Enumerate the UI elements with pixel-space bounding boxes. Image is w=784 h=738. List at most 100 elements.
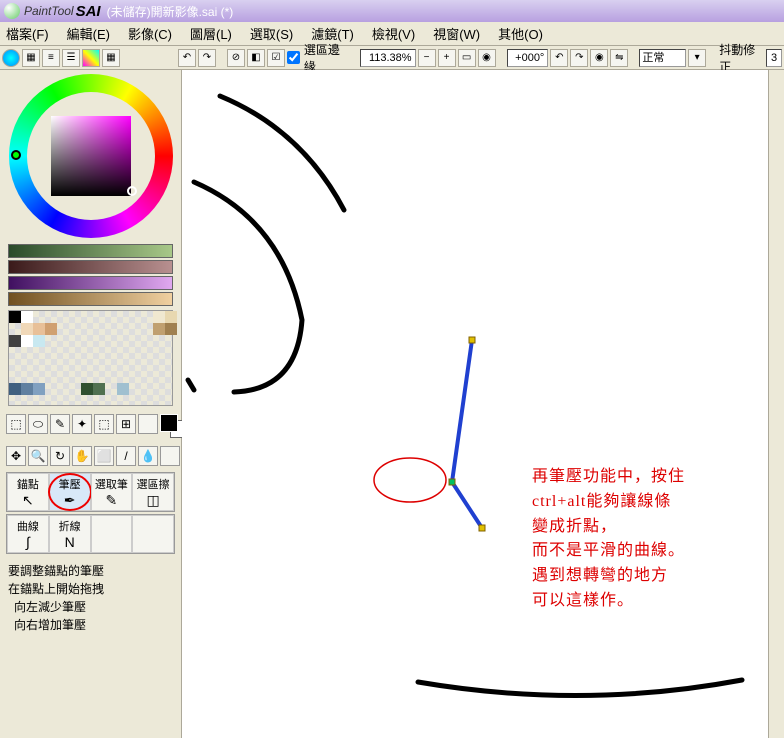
swatch[interactable]	[165, 323, 177, 335]
deselect-button[interactable]: ⊘	[227, 49, 245, 67]
vector-tool-曲線[interactable]: 曲線∫	[7, 515, 49, 553]
app-name-2: SAI	[76, 3, 101, 20]
zoom-value[interactable]: 113.38%	[360, 49, 416, 67]
left-panel: ⬚⬭✎✦⬚⊞ ✥🔍↻✋⬜/💧 錨點↖筆壓✒選取筆✎選區擦◫ 曲線∫折線N 要調整…	[0, 70, 182, 738]
zoom-fit-button[interactable]: ▭	[458, 49, 476, 67]
tool-button[interactable]: ⬚	[6, 414, 26, 434]
app-logo-icon	[4, 3, 20, 19]
rotate-reset-button[interactable]: ◉	[590, 49, 608, 67]
swatch[interactable]	[81, 383, 93, 395]
menu-image[interactable]: 影像(C)	[128, 24, 172, 43]
tool-button[interactable]: 💧	[138, 446, 158, 466]
tool-button[interactable]: ⬭	[28, 414, 48, 434]
swatch[interactable]	[153, 323, 165, 335]
swatch[interactable]	[9, 311, 21, 323]
stabilizer-value[interactable]: 3	[766, 49, 782, 67]
rotation-value[interactable]: +000°	[507, 49, 549, 67]
tool-button[interactable]: 🔍	[28, 446, 48, 466]
view-tools: ✥🔍↻✋⬜/💧	[0, 442, 181, 470]
tool-button[interactable]: ✦	[72, 414, 92, 434]
menu-view[interactable]: 檢視(V)	[372, 24, 415, 43]
redo-button[interactable]: ↷	[198, 49, 216, 67]
vector-tool-empty	[132, 515, 174, 553]
app-name-1: PaintTool	[24, 4, 74, 18]
menu-edit[interactable]: 編輯(E)	[67, 24, 110, 43]
tool-button[interactable]: ✋	[72, 446, 92, 466]
swatch[interactable]	[33, 383, 45, 395]
color-wheel[interactable]	[9, 74, 173, 238]
gradient-slider-3[interactable]	[8, 276, 173, 290]
swatch[interactable]	[9, 383, 21, 395]
swatch[interactable]	[21, 335, 33, 347]
blend-mode-select[interactable]: 正常	[639, 49, 686, 67]
menu-window[interactable]: 視窗(W)	[433, 24, 480, 43]
zoom-in-button[interactable]: +	[438, 49, 456, 67]
tool-button[interactable]: ⊞	[116, 414, 136, 434]
vector-tool-折線[interactable]: 折線N	[49, 515, 91, 553]
zoom-reset-button[interactable]: ◉	[478, 49, 496, 67]
tool-button[interactable]: ✎	[50, 414, 70, 434]
swatch[interactable]	[117, 383, 129, 395]
flip-button[interactable]: ⇋	[610, 49, 628, 67]
tool-button[interactable]: ⬜	[94, 446, 114, 466]
gradient-slider-1[interactable]	[8, 244, 173, 258]
vector-tool-empty	[91, 515, 133, 553]
color-mode-5-button[interactable]	[82, 49, 100, 67]
show-sel-button[interactable]: ☑	[267, 49, 285, 67]
document-title: (未儲存)開新影像.sai (*)	[107, 3, 234, 20]
tool-button[interactable]	[138, 414, 158, 434]
help-line-1: 在錨點上開始拖拽	[8, 580, 173, 598]
color-mode-3-button[interactable]: ≡	[42, 49, 60, 67]
color-mode-6-button[interactable]: ▦	[102, 49, 120, 67]
help-line-3: 向右增加筆壓	[8, 616, 173, 634]
menu-bar: 檔案(F) 編輯(E) 影像(C) 圖層(L) 選取(S) 濾鏡(T) 檢視(V…	[0, 22, 784, 46]
menu-other[interactable]: 其他(O)	[498, 24, 543, 43]
gradient-slider-4[interactable]	[8, 292, 173, 306]
swatch[interactable]	[153, 311, 165, 323]
tool-button[interactable]: ⬚	[94, 414, 114, 434]
swatch[interactable]	[33, 323, 45, 335]
color-mode-2-button[interactable]: ▦	[22, 49, 40, 67]
swatch[interactable]	[93, 383, 105, 395]
vector-tool-筆壓[interactable]: 筆壓✒	[49, 473, 91, 511]
undo-button[interactable]: ↶	[178, 49, 196, 67]
menu-layer[interactable]: 圖層(L)	[190, 24, 232, 43]
tool-button[interactable]: ↻	[50, 446, 70, 466]
tool-help: 要調整錨點的筆壓 在錨點上開始拖拽 向左減少筆壓 向右增加筆壓	[0, 556, 181, 640]
color-mode-4-button[interactable]: ☰	[62, 49, 80, 67]
vector-tool-選取筆[interactable]: 選取筆✎	[91, 473, 133, 511]
vector-tool-錨點[interactable]: 錨點↖	[7, 473, 49, 511]
title-bar: PaintTool SAI (未儲存)開新影像.sai (*)	[0, 0, 784, 22]
swatch[interactable]	[21, 311, 33, 323]
swatch-palette[interactable]	[8, 310, 173, 406]
vertical-scrollbar[interactable]	[768, 70, 784, 738]
color-square[interactable]	[51, 116, 131, 196]
top-toolbar: ▦ ≡ ☰ ▦ ↶ ↷ ⊘ ◧ ☑ 選區邊緣 113.38% − + ▭ ◉ +…	[0, 46, 784, 70]
rotate-cw-button[interactable]: ↷	[570, 49, 588, 67]
invert-sel-button[interactable]: ◧	[247, 49, 265, 67]
zoom-out-button[interactable]: −	[418, 49, 436, 67]
swatch[interactable]	[33, 335, 45, 347]
swatch[interactable]	[9, 335, 21, 347]
tool-button[interactable]	[160, 446, 180, 466]
swatch[interactable]	[45, 323, 57, 335]
color-mode-1-button[interactable]	[2, 49, 20, 67]
blend-menu-button[interactable]: ▾	[688, 49, 706, 67]
help-line-2: 向左減少筆壓	[8, 598, 173, 616]
menu-select[interactable]: 選取(S)	[250, 24, 293, 43]
sv-marker-icon	[127, 186, 137, 196]
tool-button[interactable]: ✥	[6, 446, 26, 466]
help-title: 要調整錨點的筆壓	[8, 562, 173, 580]
selection-tools: ⬚⬭✎✦⬚⊞	[0, 410, 181, 442]
swatch[interactable]	[21, 323, 33, 335]
swatch[interactable]	[21, 383, 33, 395]
tool-button[interactable]: /	[116, 446, 136, 466]
canvas-area[interactable]: 再筆壓功能中，按住ctrl+alt能夠讓線條變成折點，而不是平滑的曲線。遇到想轉…	[182, 70, 784, 738]
annotation-text: 再筆壓功能中，按住ctrl+alt能夠讓線條變成折點，而不是平滑的曲線。遇到想轉…	[532, 465, 685, 614]
selection-edge-checkbox[interactable]	[287, 51, 300, 64]
menu-file[interactable]: 檔案(F)	[6, 24, 49, 43]
rotate-ccw-button[interactable]: ↶	[550, 49, 568, 67]
gradient-slider-2[interactable]	[8, 260, 173, 274]
swatch[interactable]	[165, 311, 177, 323]
vector-tool-選區擦[interactable]: 選區擦◫	[132, 473, 174, 511]
